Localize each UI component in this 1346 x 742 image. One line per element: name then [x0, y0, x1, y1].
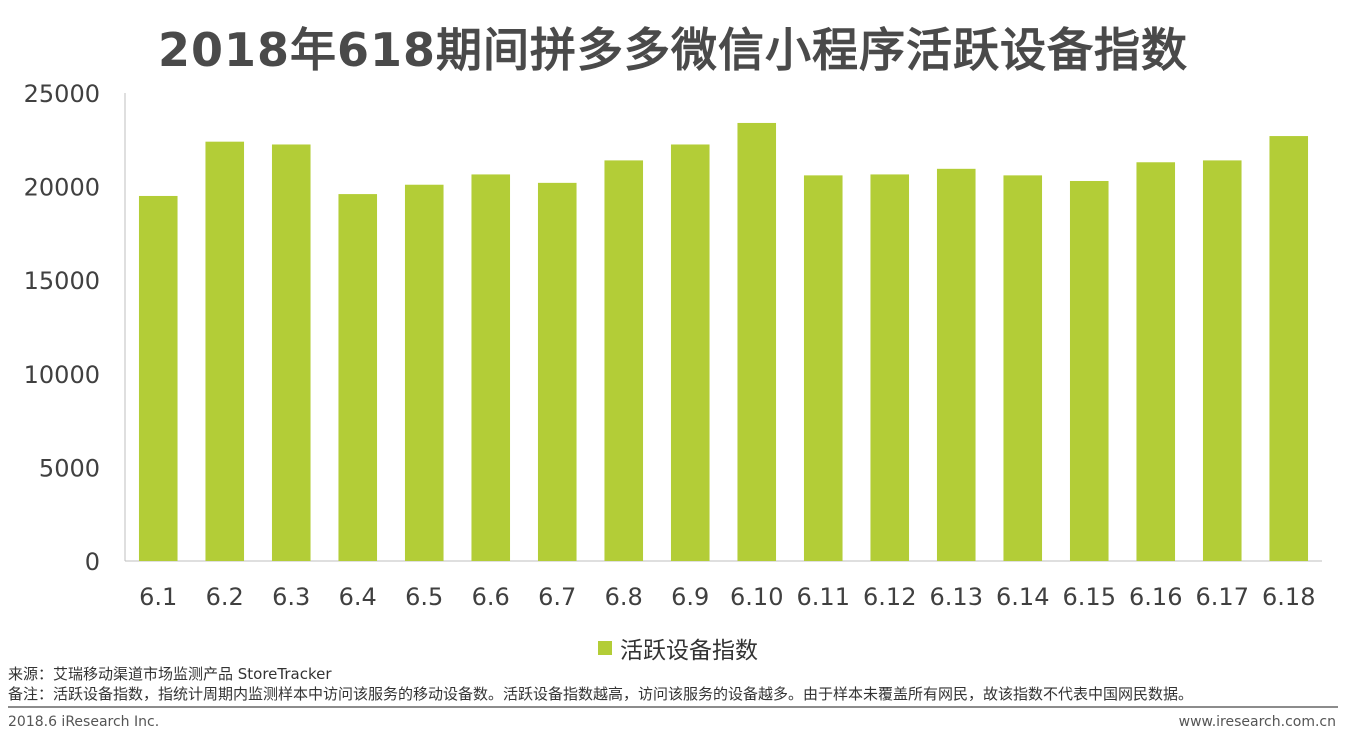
bar: [1070, 181, 1109, 561]
x-tick-label: 6.13: [930, 583, 983, 611]
remark-note: 备注：活跃设备指数，指统计周期内监测样本中访问该服务的移动设备数。活跃设备指数越…: [8, 683, 1193, 704]
x-tick-label: 6.1: [139, 583, 177, 611]
bar: [1136, 162, 1175, 561]
x-tick-label: 6.8: [605, 583, 643, 611]
legend-label: 活跃设备指数: [620, 631, 758, 665]
bar-chart: 0 5000 10000 15000 20000 25000 6.1 6.2 6.3 6.4 6.5…: [0, 0, 1346, 630]
x-tick-label: 6.16: [1129, 583, 1182, 611]
bar: [671, 144, 710, 561]
bar: [139, 196, 178, 561]
x-tick-label: 6.17: [1196, 583, 1249, 611]
bar: [338, 194, 377, 561]
bar: [272, 144, 311, 561]
bar: [1203, 160, 1242, 561]
x-tick-label: 6.15: [1063, 583, 1116, 611]
y-tick-label: 25000: [24, 80, 100, 108]
y-tick-label: 5000: [39, 454, 100, 482]
y-tick-label: 10000: [24, 361, 100, 389]
y-tick-label: 15000: [24, 267, 100, 295]
bar: [604, 160, 643, 561]
x-tick-label: 6.11: [797, 583, 850, 611]
x-tick-label: 6.6: [472, 583, 510, 611]
footer-divider: [8, 706, 1338, 708]
bar: [1269, 136, 1308, 561]
source-note: 来源：艾瑞移动渠道市场监测产品 StoreTracker: [8, 663, 332, 684]
x-tick-label: 6.14: [996, 583, 1049, 611]
legend-swatch: [598, 641, 612, 655]
bar: [1003, 175, 1042, 561]
x-tick-label: 6.12: [863, 583, 916, 611]
bar: [205, 142, 244, 561]
chart-legend: 活跃设备指数: [598, 633, 758, 663]
x-tick-label: 6.3: [272, 583, 310, 611]
bar: [405, 185, 444, 561]
x-tick-label: 6.5: [405, 583, 443, 611]
bar: [937, 169, 976, 561]
x-tick-label: 6.18: [1262, 583, 1315, 611]
bar: [538, 183, 577, 561]
bar: [870, 174, 909, 561]
x-tick-label: 6.10: [730, 583, 783, 611]
footer-copyright: 2018.6 iResearch Inc.: [8, 714, 159, 730]
y-tick-label: 20000: [24, 174, 100, 202]
bar: [737, 123, 776, 561]
x-tick-label: 6.2: [206, 583, 244, 611]
x-tick-label: 6.9: [671, 583, 709, 611]
x-tick-label: 6.7: [538, 583, 576, 611]
bar: [804, 175, 843, 561]
footer-website: www.iresearch.com.cn: [1179, 714, 1336, 730]
bar: [471, 174, 510, 561]
y-tick-label: 0: [85, 548, 100, 576]
x-tick-label: 6.4: [339, 583, 377, 611]
